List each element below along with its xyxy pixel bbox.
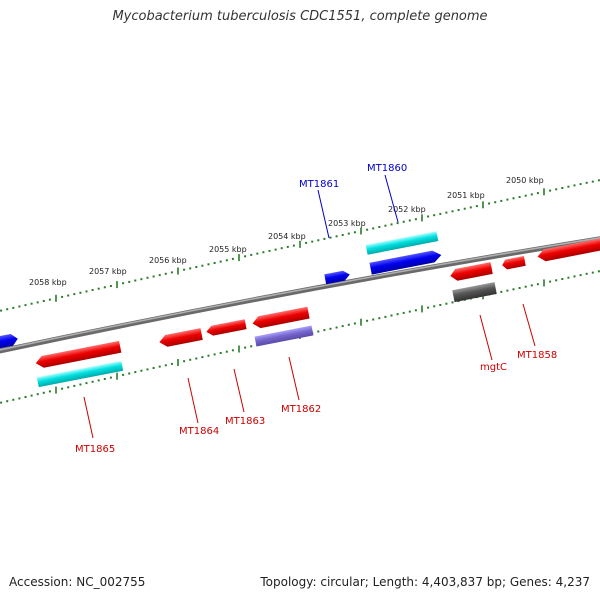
feature-mt1865-cds[interactable] bbox=[35, 340, 122, 369]
kbp-label: 2057 kbp bbox=[89, 267, 127, 276]
feature-mt1865-rna[interactable] bbox=[36, 360, 124, 388]
gene-label-mt1861[interactable]: MT1861 bbox=[299, 179, 339, 190]
leader-line-mt1861 bbox=[317, 189, 330, 239]
gene-label-mt1863[interactable]: MT1863 bbox=[225, 416, 265, 427]
leader-line-mt1860 bbox=[384, 174, 399, 223]
kbp-ticks-upper bbox=[0, 179, 600, 312]
kbp-label: 2051 kbp bbox=[447, 191, 485, 200]
feature-mt1860-cds[interactable] bbox=[369, 249, 442, 275]
feature-mt1861-small[interactable] bbox=[324, 270, 350, 285]
gene-label-mt1858[interactable]: MT1858 bbox=[517, 350, 557, 361]
genome-backbone bbox=[0, 236, 600, 354]
feature-mt1860-rna[interactable] bbox=[365, 231, 439, 255]
feature-mt1862-misc[interactable] bbox=[254, 325, 314, 347]
leader-line-mt1864 bbox=[187, 377, 199, 424]
kbp-label: 2050 kbp bbox=[506, 176, 544, 185]
feature-mt1863-cds[interactable] bbox=[205, 319, 247, 336]
gene-label-mt1862[interactable]: MT1862 bbox=[281, 404, 321, 415]
gene-label-mgtc[interactable]: mgtC bbox=[480, 362, 507, 373]
leader-line-mgtc bbox=[479, 314, 493, 361]
kbp-label: 2054 kbp bbox=[268, 232, 306, 241]
feature-mt1864-cds[interactable] bbox=[158, 328, 203, 348]
leader-line-mt1858 bbox=[522, 303, 536, 347]
genome-backbone-highlight bbox=[0, 237, 600, 351]
kbp-label: 2056 kbp bbox=[149, 256, 187, 265]
kbp-label: 2055 kbp bbox=[209, 245, 247, 254]
feature-right-edge-red[interactable] bbox=[536, 237, 600, 263]
kbp-label: 2053 kbp bbox=[328, 219, 366, 228]
feature-mgtc-pseudo[interactable] bbox=[452, 282, 497, 303]
accession-text: Accession: NC_002755 bbox=[9, 575, 146, 589]
kbp-label: 2058 kbp bbox=[29, 278, 67, 287]
gene-label-mt1864[interactable]: MT1864 bbox=[179, 426, 219, 437]
kbp-label: 2052 kbp bbox=[388, 205, 426, 214]
leader-line-mt1862 bbox=[288, 356, 300, 401]
leader-line-mt1863 bbox=[233, 368, 245, 413]
feature-left-edge-blue[interactable] bbox=[0, 333, 19, 351]
feature-mt1858-cds[interactable] bbox=[501, 255, 526, 270]
gene-label-mt1865[interactable]: MT1865 bbox=[75, 444, 115, 455]
map-title: Mycobacterium tuberculosis CDC1551, comp… bbox=[112, 9, 488, 24]
gene-label-mt1860[interactable]: MT1860 bbox=[367, 163, 407, 174]
feature-mt1862-cds[interactable] bbox=[251, 306, 310, 330]
genome-summary-text: Topology: circular; Length: 4,403,837 bp… bbox=[260, 575, 590, 589]
leader-line-mt1865 bbox=[83, 396, 94, 439]
feature-mgtc-cds[interactable] bbox=[449, 262, 493, 282]
